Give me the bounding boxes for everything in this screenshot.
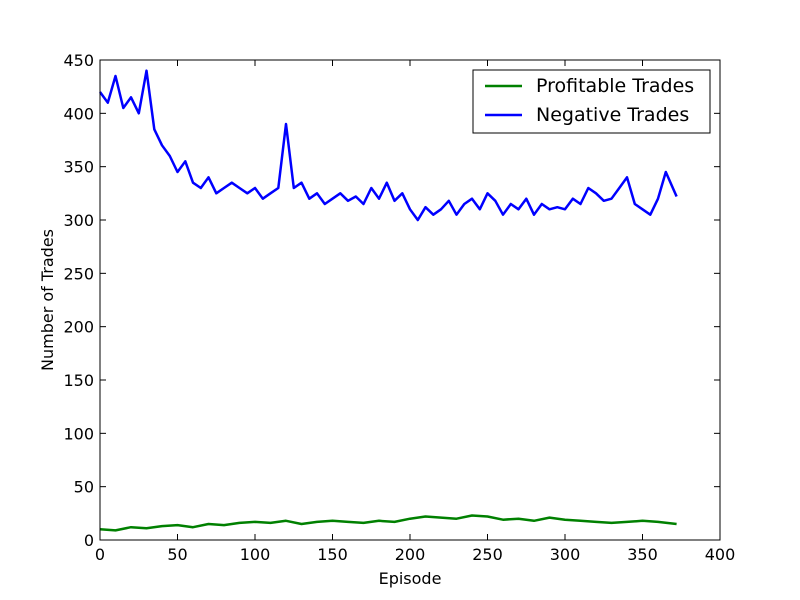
x-tick-label: 250	[472, 545, 503, 564]
y-tick-label: 400	[63, 104, 94, 123]
x-tick-label: 400	[705, 545, 736, 564]
x-tick-label: 0	[95, 545, 105, 564]
y-tick-label: 450	[63, 51, 94, 70]
y-axis-ticks: 0 50 100 150 200 250 300 350 400 450	[63, 51, 720, 550]
y-tick-label: 350	[63, 158, 94, 177]
x-tick-label: 200	[395, 545, 426, 564]
legend-label-negative-trades: Negative Trades	[536, 104, 689, 126]
x-tick-label: 150	[317, 545, 348, 564]
y-tick-label: 300	[63, 211, 94, 230]
legend-label-profitable-trades: Profitable Trades	[536, 75, 694, 97]
y-tick-label: 100	[63, 424, 94, 443]
x-tick-label: 50	[167, 545, 187, 564]
x-axis-label: Episode	[379, 569, 442, 588]
y-tick-label: 200	[63, 318, 94, 337]
series-line-negative-trades	[98, 69, 678, 222]
y-tick-label: 0	[84, 531, 94, 550]
legend-box	[472, 69, 711, 134]
y-tick-label: 50	[74, 478, 94, 497]
plot-lines	[98, 69, 678, 532]
y-tick-label: 250	[63, 264, 94, 283]
legend: Profitable Trades Negative Trades	[472, 69, 711, 134]
x-tick-label: 100	[240, 545, 271, 564]
y-axis-label: Number of Trades	[38, 229, 57, 371]
y-tick-label: 150	[63, 371, 94, 390]
x-tick-label: 350	[627, 545, 658, 564]
x-tick-label: 300	[550, 545, 581, 564]
x-axis-ticks: 0 50 100 150 200 250 300 350 400	[95, 60, 735, 564]
series-line-profitable-trades	[99, 514, 677, 532]
